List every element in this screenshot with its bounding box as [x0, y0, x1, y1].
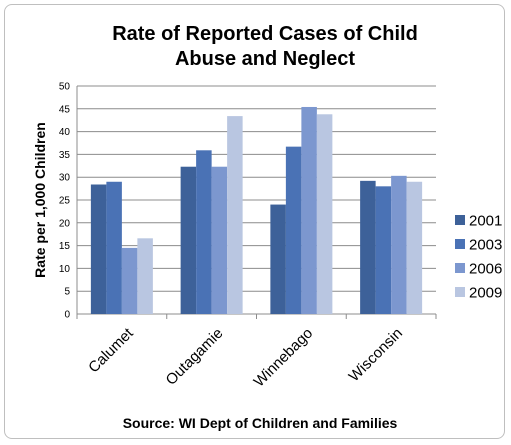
- bar: [137, 238, 153, 314]
- y-tick-label: 30: [59, 173, 71, 184]
- bar: [301, 106, 317, 314]
- bar: [375, 186, 392, 314]
- legend-swatch: [455, 287, 465, 297]
- y-axis-label: Rate per 1,000 Children: [32, 122, 48, 278]
- legend-label: 2009: [469, 285, 502, 302]
- y-tick-label: 25: [59, 196, 71, 207]
- y-tick-label: 0: [64, 310, 70, 321]
- bar: [196, 150, 212, 314]
- bar: [121, 247, 138, 314]
- y-tick-label: 10: [59, 264, 71, 275]
- category-labels: Calumet Outagamie Winnebago Wisconsin: [85, 324, 406, 390]
- bars: [90, 106, 423, 314]
- y-tick-label: 5: [64, 287, 70, 298]
- bar: [90, 184, 107, 314]
- bar: [180, 166, 197, 314]
- bar: [211, 166, 228, 314]
- y-tick-label: 15: [59, 241, 71, 252]
- legend-label: 2006: [469, 261, 502, 278]
- chart-title-line-2: Abuse and Neglect: [175, 48, 355, 70]
- category-label: Wisconsin: [346, 325, 406, 385]
- y-tick-label: 50: [59, 82, 71, 93]
- bar: [227, 116, 243, 314]
- y-tick-label: 40: [59, 127, 71, 138]
- legend-label: 2003: [469, 237, 502, 254]
- source-note: Source: WI Dept of Children and Families: [123, 415, 398, 431]
- bar: [360, 180, 376, 314]
- y-tick-label: 45: [59, 104, 71, 115]
- bar: [285, 146, 302, 314]
- y-tick-label: 35: [59, 150, 71, 161]
- y-tick-label: 20: [59, 218, 71, 229]
- category-label: Winnebago: [251, 325, 317, 391]
- legend-swatch: [455, 263, 465, 273]
- legend-label: 2001: [469, 213, 502, 230]
- bar: [391, 175, 407, 314]
- bar: [406, 181, 423, 314]
- category-label: Calumet: [85, 324, 137, 376]
- chart-title-line-1: Rate of Reported Cases of Child: [112, 23, 418, 45]
- bar: [316, 114, 333, 314]
- category-label: Outagamie: [163, 325, 227, 389]
- legend: 2001 2003 2006 2009: [455, 213, 502, 302]
- y-tick-labels: 0 5 10 15 20 25 30 35 40 45 50: [59, 82, 71, 321]
- bar: [106, 181, 122, 314]
- bar: [270, 204, 286, 314]
- legend-swatch: [455, 239, 465, 249]
- legend-swatch: [455, 215, 465, 225]
